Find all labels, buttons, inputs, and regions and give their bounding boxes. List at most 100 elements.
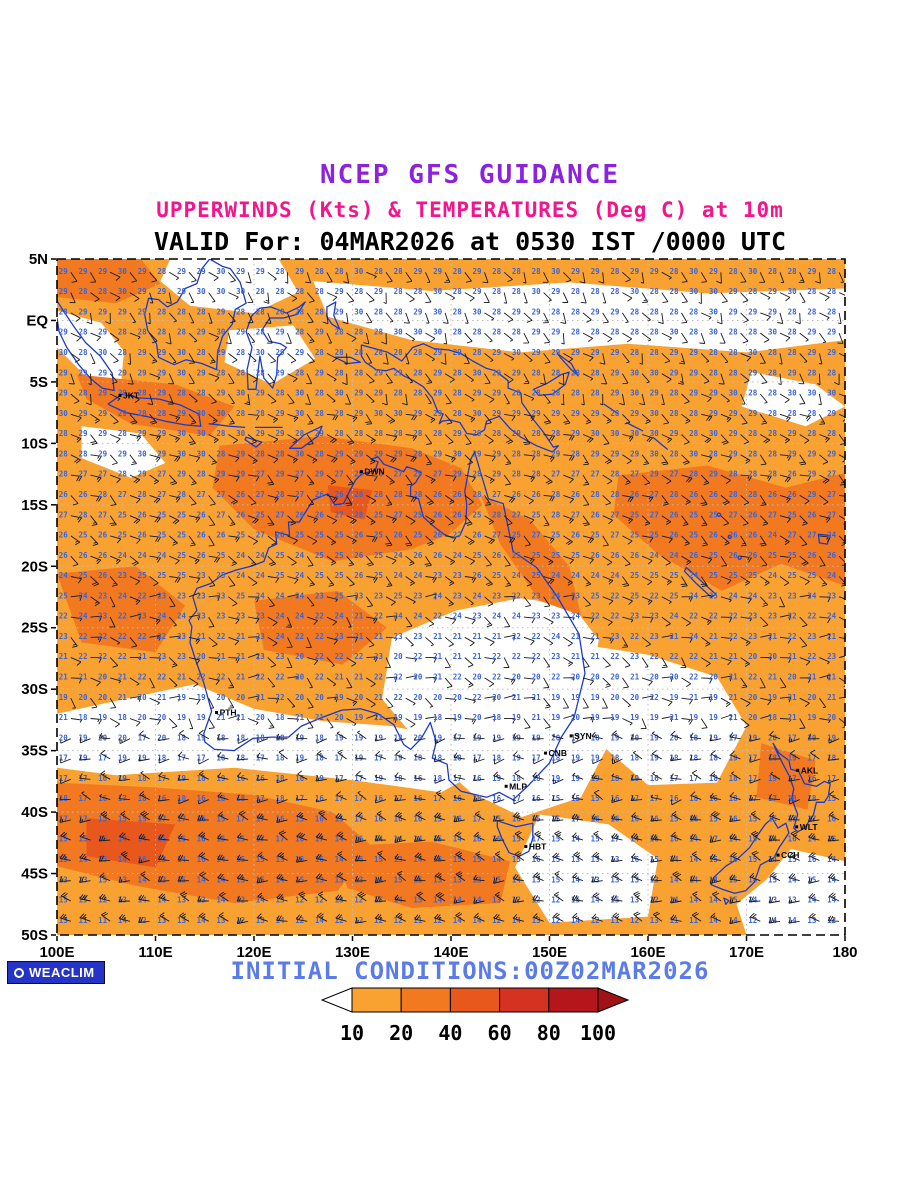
wind-barb (425, 716, 437, 723)
temp-value: 28 (216, 449, 226, 458)
temp-value: 28 (729, 328, 739, 337)
temp-value: 28 (354, 510, 364, 519)
weaclim-logo[interactable]: WEACLIM (7, 961, 105, 984)
wind-barb (779, 614, 792, 621)
temp-value: 29 (413, 267, 423, 276)
wind-barb (267, 494, 279, 503)
wind-barb (90, 555, 102, 565)
wind-barb (197, 895, 209, 902)
wind-barb (514, 830, 525, 841)
temp-value: 17 (807, 815, 816, 824)
wind-barb (740, 352, 752, 362)
temp-value: 24 (669, 551, 679, 560)
wind-barb (473, 757, 485, 763)
temp-value: 25 (157, 510, 166, 519)
wind-barb (247, 454, 258, 465)
wind-barb (118, 896, 130, 902)
wind-barb (513, 751, 525, 760)
temp-value: 26 (630, 490, 640, 499)
temp-value: 28 (669, 409, 679, 418)
temp-value: 20 (492, 693, 502, 702)
wind-barb (582, 576, 592, 587)
colorbar-segment (449, 987, 501, 1013)
temp-value: 17 (177, 815, 186, 824)
temp-value: 29 (807, 348, 817, 357)
wind-barb (582, 373, 594, 381)
wind-barb (434, 812, 446, 821)
wind-barb (336, 731, 347, 740)
temp-value: 15 (512, 855, 521, 864)
wind-barb (90, 454, 102, 462)
temp-value: 20 (315, 693, 325, 702)
temp-value: 20 (413, 693, 423, 702)
temp-value: 26 (413, 551, 423, 560)
temp-value: 16 (788, 835, 798, 844)
wind-barb (689, 814, 702, 821)
temp-value: 14 (492, 855, 502, 864)
wind-barb (326, 636, 338, 645)
wind-barb (543, 636, 554, 646)
temp-value: 28 (591, 389, 601, 398)
temp-value: 17 (748, 754, 757, 763)
wind-barb (699, 332, 706, 344)
temp-value: 29 (768, 308, 778, 317)
wind-barb (484, 353, 494, 362)
temp-value: 29 (256, 267, 266, 276)
temp-value: 28 (59, 470, 69, 479)
wind-barb (720, 393, 730, 403)
wind-barb (70, 616, 83, 622)
wind-barb (90, 535, 99, 547)
temp-value: 19 (650, 754, 660, 763)
wind-barb (355, 836, 367, 844)
temp-value: 16 (197, 794, 207, 803)
wind-barb (453, 897, 465, 904)
temp-value: 28 (610, 267, 620, 276)
temp-value: 26 (98, 551, 108, 560)
wind-barb (109, 636, 121, 645)
temp-value: 16 (492, 794, 502, 803)
temp-value: 22 (98, 632, 107, 641)
temp-value: 22 (551, 673, 560, 682)
temp-value: 20 (256, 713, 266, 722)
temp-value: 26 (433, 490, 443, 499)
wind-barb (602, 515, 613, 525)
temp-value: 30 (98, 348, 108, 357)
temp-value: 22 (650, 652, 659, 661)
wind-barb (582, 535, 594, 544)
temp-value: 28 (256, 328, 266, 337)
wind-barb (464, 272, 472, 283)
wind-barb (464, 434, 472, 445)
wind-barb (140, 810, 150, 821)
temp-value: 29 (275, 429, 285, 438)
temp-value: 28 (295, 368, 305, 377)
wind-barb (127, 373, 134, 385)
temp-value: 19 (532, 733, 542, 742)
temp-value: 14 (571, 875, 581, 884)
temp-value: 20 (413, 733, 423, 742)
temp-value: 21 (354, 612, 364, 621)
temp-value: 16 (354, 855, 364, 864)
wind-barb (198, 758, 209, 765)
wind-barb (484, 474, 495, 484)
temp-value: 28 (394, 267, 404, 276)
wind-barb (110, 393, 121, 402)
temp-value: 24 (453, 551, 463, 560)
wind-barb (315, 853, 327, 861)
wind-barb (326, 555, 337, 566)
wind-barb (532, 913, 544, 922)
wind-barb (563, 555, 575, 565)
temp-value: 29 (650, 470, 660, 479)
wind-barb (149, 697, 160, 705)
temp-value: 28 (138, 490, 148, 499)
station-label: PTH (220, 708, 237, 718)
temp-value: 28 (571, 287, 581, 296)
wind-barb (650, 874, 662, 882)
temp-value: 30 (138, 449, 148, 458)
wind-barb (720, 413, 732, 423)
wind-barb (759, 535, 767, 547)
wind-barb (365, 414, 373, 425)
wind-barb (749, 912, 761, 922)
temp-value: 29 (492, 348, 502, 357)
wind-barb (689, 875, 702, 882)
temp-value: 18 (729, 774, 739, 783)
